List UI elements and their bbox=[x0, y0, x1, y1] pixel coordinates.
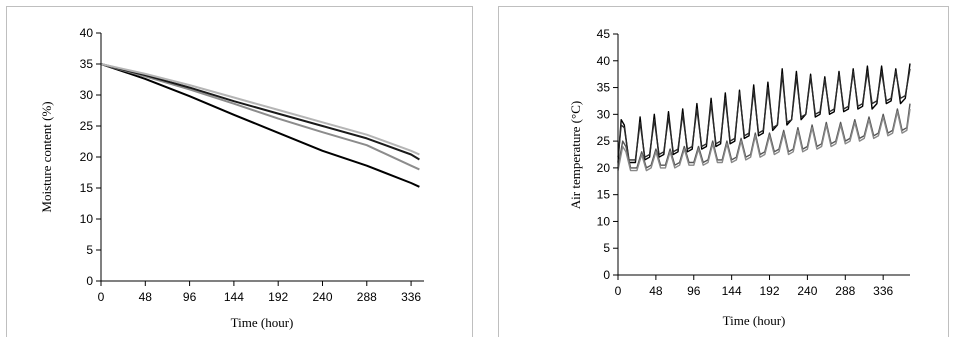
y-tick-label: 35 bbox=[80, 57, 94, 71]
series-line bbox=[617, 108, 911, 172]
moisture-chart: 0 5 10 15 20 25 30 35 40 0 48 96 144 192 240 288 336 Tim… bbox=[39, 26, 424, 330]
x-tick-label: 0 bbox=[98, 290, 105, 304]
series-line bbox=[100, 63, 420, 156]
y-tick-label: 35 bbox=[597, 81, 611, 95]
y-tick-label: 25 bbox=[597, 134, 611, 148]
series-line bbox=[617, 68, 911, 161]
x-tick-label: 240 bbox=[312, 290, 332, 304]
series-group bbox=[100, 63, 420, 188]
y-tick-label: 30 bbox=[597, 107, 611, 121]
x-tick-label: 96 bbox=[687, 284, 701, 298]
y-tick-label: 20 bbox=[80, 150, 94, 164]
y-tick-label: 45 bbox=[597, 27, 611, 41]
x-tick-label: 96 bbox=[183, 290, 197, 304]
tick-group: 0 5 10 15 20 25 30 35 40 0 48 96 144 192 240 288 336 bbox=[80, 26, 422, 304]
x-tick-label: 288 bbox=[835, 284, 855, 298]
x-tick-label: 0 bbox=[615, 284, 622, 298]
x-tick-label: 144 bbox=[224, 290, 244, 304]
series-line bbox=[617, 103, 911, 169]
x-tick-label: 48 bbox=[139, 290, 153, 304]
y-tick-label: 0 bbox=[603, 268, 610, 282]
series-line bbox=[100, 63, 420, 161]
y-tick-label: 25 bbox=[80, 119, 94, 133]
y-tick-label: 10 bbox=[597, 214, 611, 228]
y-tick-label: 40 bbox=[80, 26, 94, 40]
x-axis-title: Time (hour) bbox=[723, 313, 786, 328]
tick-group: 0 5 10 15 20 25 30 35 40 45 0 48 96 144 192 240 288 336 bbox=[597, 27, 894, 298]
y-tick-label: 0 bbox=[86, 274, 93, 288]
series-line bbox=[100, 63, 420, 171]
x-tick-label: 336 bbox=[873, 284, 893, 298]
x-tick-label: 144 bbox=[722, 284, 742, 298]
y-tick-label: 15 bbox=[597, 188, 611, 202]
y-tick-label: 20 bbox=[597, 161, 611, 175]
x-tick-label: 288 bbox=[357, 290, 377, 304]
y-axis-title: Air temperature (°C) bbox=[568, 101, 583, 209]
x-tick-label: 240 bbox=[797, 284, 817, 298]
y-tick-label: 40 bbox=[597, 54, 611, 68]
y-tick-label: 15 bbox=[80, 181, 94, 195]
y-tick-label: 30 bbox=[80, 88, 94, 102]
y-axis-title: Moisture content (%) bbox=[39, 101, 54, 212]
x-tick-label: 336 bbox=[401, 290, 421, 304]
y-tick-label: 5 bbox=[86, 243, 93, 257]
y-tick-label: 5 bbox=[603, 241, 610, 255]
x-tick-label: 48 bbox=[649, 284, 663, 298]
x-axis-title: Time (hour) bbox=[231, 315, 294, 330]
air-temperature-chart-panel: 0 5 10 15 20 25 30 35 40 45 0 48 96 144 192 240 288 336 T… bbox=[498, 6, 949, 337]
axes bbox=[617, 34, 910, 276]
air-temperature-chart: 0 5 10 15 20 25 30 35 40 45 0 48 96 144 192 240 288 336 T… bbox=[568, 27, 911, 328]
x-tick-label: 192 bbox=[760, 284, 780, 298]
axes bbox=[100, 33, 424, 282]
series-line bbox=[100, 63, 420, 188]
x-tick-label: 192 bbox=[268, 290, 288, 304]
y-tick-label: 10 bbox=[80, 212, 94, 226]
moisture-chart-panel: 0 5 10 15 20 25 30 35 40 0 48 96 144 192 240 288 336 Tim… bbox=[6, 6, 473, 337]
series-group bbox=[617, 63, 911, 172]
